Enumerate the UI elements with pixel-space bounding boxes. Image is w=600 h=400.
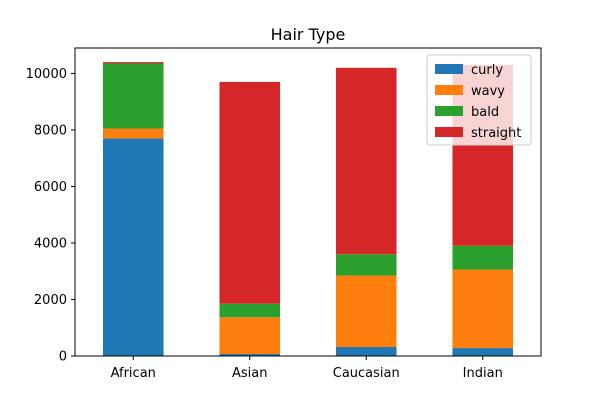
bar-curly-asian (219, 354, 281, 356)
chart-title: Hair Type (271, 25, 346, 44)
bar-curly-indian (452, 348, 514, 356)
legend: curly wavy bald straight (426, 54, 532, 146)
x-tick-label: Indian (463, 366, 503, 381)
legend-swatch-curly (435, 64, 463, 74)
bar-straight-caucasian (335, 67, 397, 255)
y-tick-label: 4000 (34, 236, 67, 251)
y-tick-label: 0 (59, 350, 67, 365)
bar-straight-african (102, 62, 164, 64)
bar-bald-caucasian (335, 254, 397, 276)
bar-wavy-caucasian (335, 275, 397, 347)
x-tick-label: Asian (232, 366, 267, 381)
y-tick-label: 8000 (34, 123, 67, 138)
legend-label-wavy: wavy (471, 84, 505, 99)
legend-label-bald: bald (471, 105, 499, 120)
bar-curly-african (102, 138, 164, 356)
legend-swatch-bald (435, 106, 463, 116)
y-tick-label: 2000 (34, 293, 67, 308)
legend-swatch-straight (435, 127, 463, 137)
bar-straight-asian (219, 81, 281, 304)
bar-curly-caucasian (335, 346, 397, 356)
axes-group: 0 2000 4000 6000 8000 10000 African Asian Caucas… (26, 47, 542, 381)
x-tick-label: Caucasian (333, 366, 400, 381)
bar-bald-indian (452, 245, 514, 270)
bar-wavy-african (102, 128, 164, 139)
legend-box (426, 54, 532, 146)
bar-wavy-asian (219, 317, 281, 355)
x-tick-label: African (111, 366, 156, 381)
bar-bald-asian (219, 303, 281, 318)
bar-wavy-indian (452, 269, 514, 349)
legend-label-straight: straight (471, 126, 521, 141)
legend-label-curly: curly (471, 63, 503, 78)
legend-swatch-wavy (435, 85, 463, 95)
plot-frame (74, 47, 542, 357)
bar-bald-african (102, 63, 164, 129)
y-tick-label: 10000 (26, 67, 67, 82)
y-tick-label: 6000 (34, 180, 67, 195)
